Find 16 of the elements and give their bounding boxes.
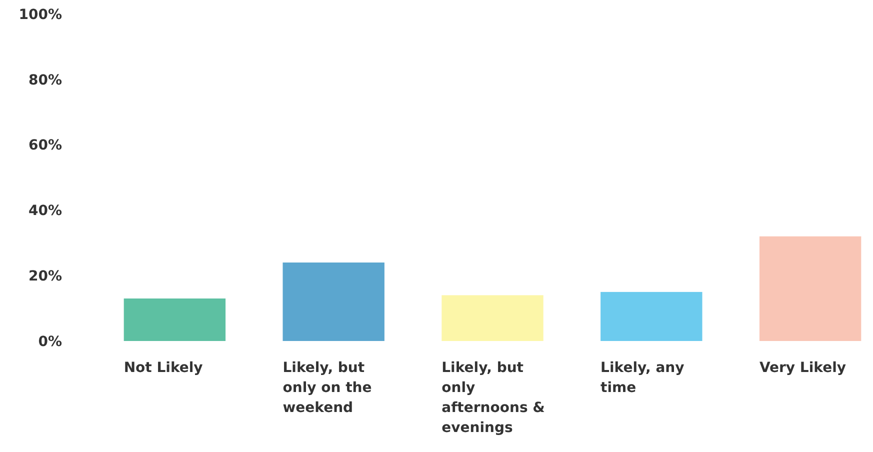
bar [442,295,544,341]
x-tick-label: Likely, any time [600,360,684,396]
y-tick-label: 40% [28,203,62,220]
bar [124,298,226,341]
bar [600,292,702,341]
y-tick-label: 20% [28,268,62,284]
x-tick-label: Very Likely [759,360,846,376]
bar [282,262,384,341]
x-tick-label: Not Likely [124,360,203,376]
x-tick-label: Likely, but only afternoons & evenings [442,360,545,436]
y-tick-label: 80% [28,72,62,88]
x-tick-label: Likely, but only on the weekend [282,360,372,416]
y-tick-label: 100% [18,6,62,23]
y-tick-label: 0% [38,334,62,350]
bar [759,236,862,341]
y-tick-label: 60% [28,138,62,154]
